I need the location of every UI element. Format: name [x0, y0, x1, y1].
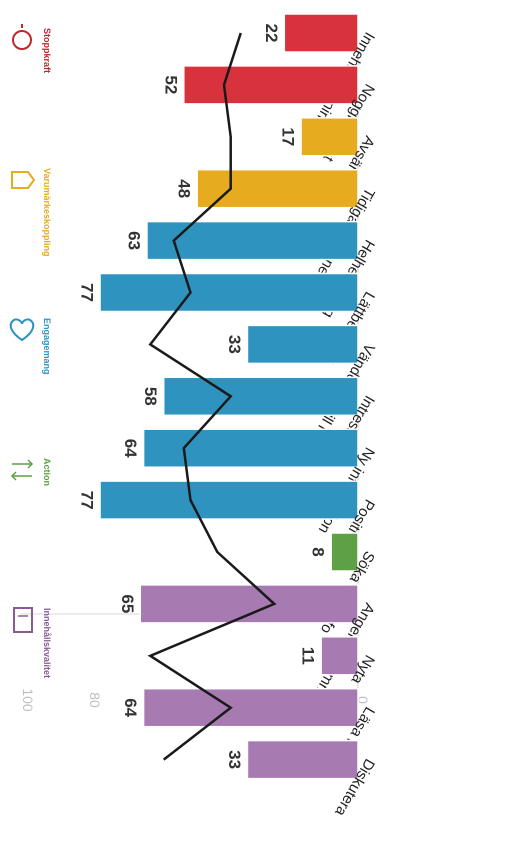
bar [196, 168, 359, 209]
bar [183, 65, 359, 105]
bar [139, 584, 359, 624]
data-label: 33 [225, 750, 244, 769]
legend-label: Innehållskvalitet [42, 608, 52, 678]
bar [330, 532, 359, 572]
data-label: 77 [78, 491, 97, 510]
legend-item: Action [10, 458, 52, 486]
y-tick-label: 0 [355, 696, 371, 704]
bar [99, 480, 359, 520]
data-label: 63 [124, 231, 143, 250]
data-label: 17 [279, 127, 298, 146]
data-label: 48 [175, 179, 194, 198]
data-label: 58 [141, 387, 160, 406]
bar [162, 376, 359, 417]
bar [142, 428, 359, 468]
legend-label: Action [42, 458, 52, 486]
bar [246, 324, 359, 365]
y-tick-label: 100 [20, 688, 36, 712]
legend-label: Varumärkeskoppling [42, 168, 52, 257]
bar [246, 739, 359, 780]
bar [142, 687, 359, 728]
legend-item: Stoppkraft [12, 24, 52, 73]
legend-item: Innehållskvalitet [13, 607, 52, 678]
legend-label: Stoppkraft [42, 28, 52, 73]
stopwatch-icon [12, 30, 32, 50]
legend-icon-group [12, 24, 32, 50]
bar [300, 117, 359, 157]
legend-icon-group [13, 607, 33, 633]
bar [146, 220, 359, 261]
bar [99, 272, 359, 313]
tag-icon [11, 171, 36, 189]
data-label: 52 [161, 75, 180, 94]
bar [320, 636, 359, 676]
data-label: 64 [121, 439, 140, 458]
legend-icon-group [10, 459, 34, 481]
data-label: 77 [78, 283, 97, 302]
clipboard-icon [13, 607, 33, 633]
legend-icon-group [11, 171, 36, 189]
data-label: 22 [262, 24, 281, 43]
data-label: 65 [118, 594, 137, 613]
legend-item: Engagemang [9, 318, 52, 375]
trend-line [147, 32, 277, 761]
bar [283, 13, 359, 53]
legend-icon-group [9, 318, 35, 342]
data-label: 64 [121, 698, 140, 717]
data-label: 11 [299, 647, 318, 665]
heart-icon [9, 318, 35, 342]
arrows-icon [10, 459, 34, 481]
legend-item: Varumärkeskoppling [11, 168, 52, 257]
legend-label: Engagemang [42, 318, 52, 375]
data-label: 8 [309, 547, 328, 556]
data-label: 33 [225, 335, 244, 354]
y-tick-label: 80 [87, 692, 103, 708]
